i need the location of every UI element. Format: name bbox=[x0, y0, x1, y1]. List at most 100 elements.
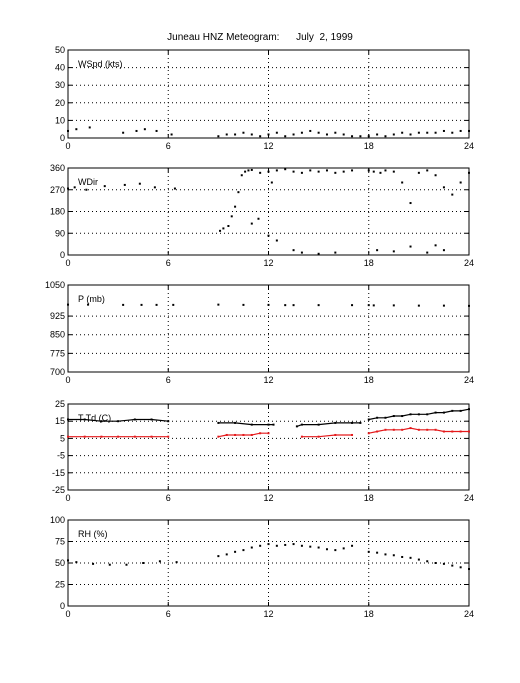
data-point bbox=[234, 421, 237, 424]
data-point bbox=[392, 554, 395, 557]
data-point bbox=[117, 420, 120, 423]
data-point bbox=[250, 433, 253, 436]
panel-label: WDir bbox=[78, 177, 98, 187]
y-tick-label: 5 bbox=[60, 433, 65, 443]
data-point bbox=[351, 544, 354, 547]
data-point bbox=[103, 185, 106, 188]
x-tick-label: 18 bbox=[364, 609, 374, 619]
data-point bbox=[317, 435, 320, 438]
data-point bbox=[342, 170, 345, 173]
data-point bbox=[409, 556, 412, 559]
data-point bbox=[267, 432, 270, 435]
data-point bbox=[242, 433, 245, 436]
data-point bbox=[392, 304, 395, 307]
data-point bbox=[225, 433, 228, 436]
data-point bbox=[217, 135, 220, 138]
y-tick-label: 0 bbox=[60, 133, 65, 143]
x-tick-label: 18 bbox=[364, 141, 374, 151]
data-point bbox=[317, 252, 320, 255]
data-point bbox=[442, 411, 445, 414]
data-point bbox=[300, 131, 303, 134]
data-point bbox=[100, 420, 103, 423]
data-point bbox=[259, 432, 262, 435]
data-point bbox=[417, 304, 420, 307]
y-tick-label: 850 bbox=[50, 330, 65, 340]
data-point bbox=[417, 413, 420, 416]
data-point bbox=[384, 553, 387, 556]
data-point bbox=[351, 135, 354, 138]
data-point bbox=[67, 559, 69, 562]
data-point bbox=[122, 131, 125, 134]
data-point bbox=[150, 418, 153, 421]
x-tick-label: 24 bbox=[464, 493, 474, 503]
data-point bbox=[267, 234, 270, 237]
y-tick-label: 50 bbox=[55, 558, 65, 568]
data-point bbox=[259, 544, 262, 547]
x-tick-label: 12 bbox=[263, 258, 273, 268]
data-point bbox=[292, 304, 295, 307]
data-point bbox=[73, 186, 76, 189]
data-point bbox=[459, 181, 462, 184]
data-point bbox=[122, 303, 125, 306]
data-point bbox=[267, 423, 270, 426]
y-tick-label: 90 bbox=[55, 228, 65, 238]
data-point bbox=[376, 249, 379, 252]
data-point bbox=[242, 131, 245, 134]
data-point bbox=[267, 543, 270, 546]
data-point bbox=[217, 421, 220, 424]
data-point bbox=[392, 133, 395, 136]
panel-2: 0 6 12 18 24 0 90 180 270 360 WDir bbox=[50, 163, 474, 268]
data-point bbox=[351, 433, 354, 436]
data-point bbox=[334, 131, 337, 134]
data-point bbox=[67, 187, 69, 190]
data-point bbox=[217, 555, 220, 558]
data-point bbox=[155, 303, 158, 306]
data-point bbox=[175, 561, 178, 564]
data-point bbox=[67, 435, 69, 438]
data-point bbox=[351, 304, 354, 307]
data-point bbox=[237, 191, 240, 194]
data-point bbox=[434, 244, 437, 247]
data-point bbox=[376, 551, 379, 554]
y-tick-label: 25 bbox=[55, 399, 65, 409]
data-point bbox=[451, 409, 454, 412]
data-point bbox=[409, 202, 412, 205]
y-tick-label: -15 bbox=[52, 468, 65, 478]
data-point bbox=[359, 135, 362, 138]
data-point bbox=[317, 304, 320, 307]
x-tick-label: 6 bbox=[166, 493, 171, 503]
y-tick-label: 20 bbox=[55, 98, 65, 108]
data-point bbox=[367, 169, 370, 172]
data-point bbox=[143, 128, 146, 131]
data-point bbox=[451, 131, 454, 134]
data-point bbox=[401, 555, 404, 558]
panel-5: 0 6 12 18 24 0 25 50 75 100 RH (%) bbox=[50, 515, 474, 619]
data-point bbox=[225, 133, 228, 136]
panel-label: T Td (C) bbox=[78, 413, 111, 423]
data-point bbox=[125, 563, 128, 566]
data-point bbox=[376, 430, 379, 433]
data-point bbox=[242, 549, 245, 552]
data-point bbox=[234, 133, 237, 136]
data-point bbox=[376, 133, 379, 136]
data-point bbox=[384, 169, 387, 172]
data-point bbox=[417, 131, 420, 134]
data-point bbox=[459, 430, 462, 433]
data-point bbox=[135, 129, 138, 132]
x-tick-label: 24 bbox=[464, 375, 474, 385]
data-point bbox=[230, 215, 233, 218]
y-tick-label: 10 bbox=[55, 115, 65, 125]
data-point bbox=[426, 169, 429, 172]
data-point bbox=[351, 421, 354, 424]
data-point bbox=[292, 170, 295, 173]
data-point bbox=[83, 418, 86, 421]
data-point bbox=[468, 430, 470, 433]
panel-label: P (mb) bbox=[78, 294, 105, 304]
data-point bbox=[300, 435, 303, 438]
panel-3: 0 6 12 18 24 700 775 850 925 1050 P (mb) bbox=[45, 280, 474, 385]
y-tick-label: 270 bbox=[50, 185, 65, 195]
x-tick-label: 12 bbox=[263, 609, 273, 619]
data-point bbox=[442, 562, 445, 565]
data-point bbox=[367, 550, 370, 553]
